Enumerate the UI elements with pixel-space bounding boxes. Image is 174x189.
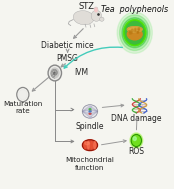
Ellipse shape — [87, 141, 89, 149]
Text: ROS: ROS — [128, 147, 144, 156]
Ellipse shape — [94, 141, 96, 149]
Ellipse shape — [73, 11, 94, 25]
Ellipse shape — [89, 111, 91, 112]
Circle shape — [136, 28, 138, 30]
Circle shape — [120, 15, 150, 50]
Ellipse shape — [94, 7, 98, 13]
Ellipse shape — [85, 142, 89, 145]
Text: Diabetic mice: Diabetic mice — [41, 41, 94, 50]
Circle shape — [133, 30, 135, 32]
Ellipse shape — [100, 17, 104, 21]
Circle shape — [124, 20, 146, 45]
Ellipse shape — [91, 10, 102, 21]
Circle shape — [50, 67, 60, 79]
Ellipse shape — [89, 109, 91, 110]
Text: DNA damage: DNA damage — [111, 114, 162, 122]
Circle shape — [18, 89, 27, 100]
Circle shape — [117, 12, 152, 53]
Circle shape — [128, 34, 130, 35]
Circle shape — [131, 135, 141, 146]
Circle shape — [136, 32, 137, 33]
Ellipse shape — [89, 113, 91, 114]
Circle shape — [129, 28, 130, 30]
Circle shape — [129, 30, 131, 32]
Circle shape — [133, 32, 135, 35]
Ellipse shape — [82, 140, 98, 151]
Ellipse shape — [90, 141, 93, 149]
Circle shape — [138, 28, 140, 30]
Text: Mitochondrial
function: Mitochondrial function — [66, 157, 114, 171]
Circle shape — [138, 31, 139, 32]
Circle shape — [135, 33, 136, 35]
Text: PMSG: PMSG — [57, 54, 78, 64]
Text: STZ: STZ — [79, 2, 95, 11]
Text: IVM: IVM — [74, 68, 88, 77]
Ellipse shape — [95, 8, 97, 12]
Circle shape — [130, 133, 143, 148]
Circle shape — [48, 65, 62, 81]
Circle shape — [139, 29, 140, 30]
Ellipse shape — [82, 105, 98, 118]
Ellipse shape — [127, 29, 142, 40]
Circle shape — [122, 18, 148, 48]
Ellipse shape — [127, 27, 142, 32]
Text: Spindle: Spindle — [76, 122, 104, 131]
Ellipse shape — [84, 141, 86, 149]
Text: Tea  polyphenols: Tea polyphenols — [101, 5, 168, 14]
Circle shape — [128, 31, 130, 34]
Circle shape — [133, 137, 136, 140]
Text: Maturation
rate: Maturation rate — [3, 101, 42, 115]
